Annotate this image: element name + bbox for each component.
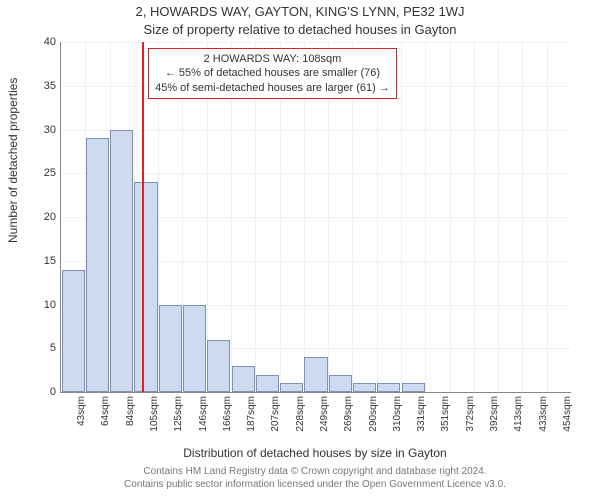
- gridline-v: [401, 42, 402, 392]
- y-tick: 0: [30, 386, 56, 398]
- x-tick: 166sqm: [222, 396, 233, 446]
- x-tick: 43sqm: [76, 396, 87, 446]
- chart-title-subtitle: Size of property relative to detached ho…: [0, 22, 600, 37]
- x-tick: 372sqm: [465, 396, 476, 446]
- property-marker-line: [142, 42, 144, 392]
- x-tick: 146sqm: [198, 396, 209, 446]
- histogram-bar: [353, 383, 376, 392]
- y-tick: 40: [30, 36, 56, 48]
- histogram-bar: [134, 182, 157, 392]
- histogram-bar: [159, 305, 182, 393]
- gridline-v: [474, 42, 475, 392]
- chart-title-address: 2, HOWARDS WAY, GAYTON, KING'S LYNN, PE3…: [0, 4, 600, 19]
- gridline-v: [498, 42, 499, 392]
- y-tick: 30: [30, 124, 56, 136]
- histogram-bar: [377, 383, 400, 392]
- gridline-v: [547, 42, 548, 392]
- x-tick: 269sqm: [343, 396, 354, 446]
- gridline-v: [522, 42, 523, 392]
- gridline-h: [61, 130, 571, 131]
- plot-area: 2 HOWARDS WAY: 108sqm← 55% of detached h…: [60, 42, 571, 393]
- x-tick: 392sqm: [489, 396, 500, 446]
- x-tick: 125sqm: [173, 396, 184, 446]
- histogram-bar: [110, 130, 133, 393]
- x-tick: 310sqm: [392, 396, 403, 446]
- x-tick: 64sqm: [100, 396, 111, 446]
- x-tick: 290sqm: [368, 396, 379, 446]
- x-tick: 228sqm: [295, 396, 306, 446]
- footer-line-2: Contains public sector information licen…: [124, 479, 506, 490]
- x-tick: 105sqm: [149, 396, 160, 446]
- y-tick: 10: [30, 299, 56, 311]
- histogram-bar: [304, 357, 327, 392]
- y-tick: 15: [30, 255, 56, 267]
- histogram-bar: [207, 340, 230, 393]
- x-tick: 207sqm: [270, 396, 281, 446]
- y-axis-label: Number of detached properties: [6, 78, 20, 243]
- x-tick: 187sqm: [246, 396, 257, 446]
- histogram-bar: [280, 383, 303, 392]
- y-tick: 20: [30, 211, 56, 223]
- histogram-bar: [256, 375, 279, 393]
- histogram-bar: [183, 305, 206, 393]
- annotation-line-3: 45% of semi-detached houses are larger (…: [155, 81, 390, 95]
- annotation-box: 2 HOWARDS WAY: 108sqm← 55% of detached h…: [148, 48, 397, 99]
- gridline-h: [61, 173, 571, 174]
- histogram-bar: [86, 138, 109, 392]
- histogram-bar: [232, 366, 255, 392]
- x-tick: 413sqm: [513, 396, 524, 446]
- gridline-h: [61, 42, 571, 43]
- attribution-footer: Contains HM Land Registry data © Crown c…: [60, 466, 570, 491]
- histogram-bar: [329, 375, 352, 393]
- x-tick: 351sqm: [440, 396, 451, 446]
- x-tick: 331sqm: [416, 396, 427, 446]
- x-tick: 249sqm: [319, 396, 330, 446]
- y-tick: 5: [30, 342, 56, 354]
- gridline-v: [425, 42, 426, 392]
- x-axis-label: Distribution of detached houses by size …: [60, 446, 570, 460]
- y-tick: 25: [30, 167, 56, 179]
- x-tick: 454sqm: [562, 396, 573, 446]
- y-tick: 35: [30, 80, 56, 92]
- x-tick: 84sqm: [125, 396, 136, 446]
- x-tick: 433sqm: [538, 396, 549, 446]
- histogram-bar: [62, 270, 85, 393]
- annotation-line-1: 2 HOWARDS WAY: 108sqm: [155, 52, 390, 66]
- annotation-line-2: ← 55% of detached houses are smaller (76…: [155, 66, 390, 80]
- footer-line-1: Contains HM Land Registry data © Crown c…: [143, 466, 486, 477]
- histogram-bar: [402, 383, 425, 392]
- gridline-v: [450, 42, 451, 392]
